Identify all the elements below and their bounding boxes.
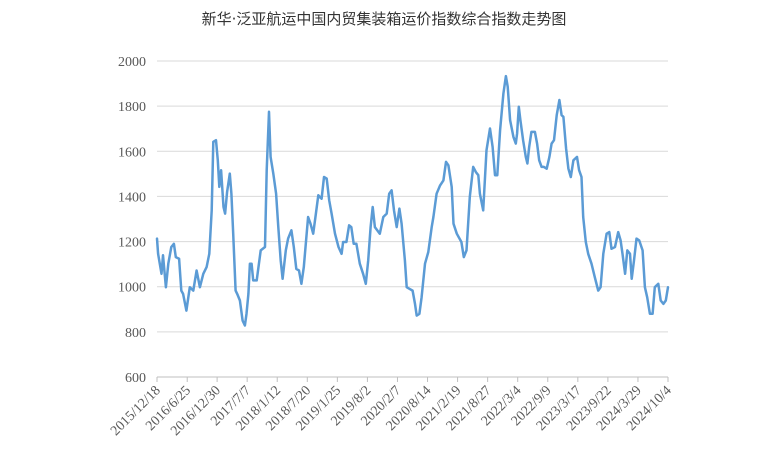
y-tick-label: 800 [125,326,146,341]
y-axis: 600 800 1000 1200 1400 1600 1800 2000 [118,55,146,386]
gridlines [157,60,668,378]
x-axis: 2015/12/182016/6/252016/12/302017/7/7201… [108,377,675,439]
y-tick-label: 1200 [118,236,146,251]
y-tick-label: 1000 [118,281,146,296]
y-tick-label: 1600 [118,145,146,160]
y-tick-label: 2000 [118,55,146,70]
y-tick-label: 1400 [118,190,146,205]
y-tick-label: 600 [125,371,146,386]
series-layer [155,74,670,327]
index-line [155,74,670,327]
chart-title: 新华·泛亚航运中国内贸集装箱运价指数综合指数走势图 [201,10,567,28]
y-tick-label: 1800 [118,100,146,115]
